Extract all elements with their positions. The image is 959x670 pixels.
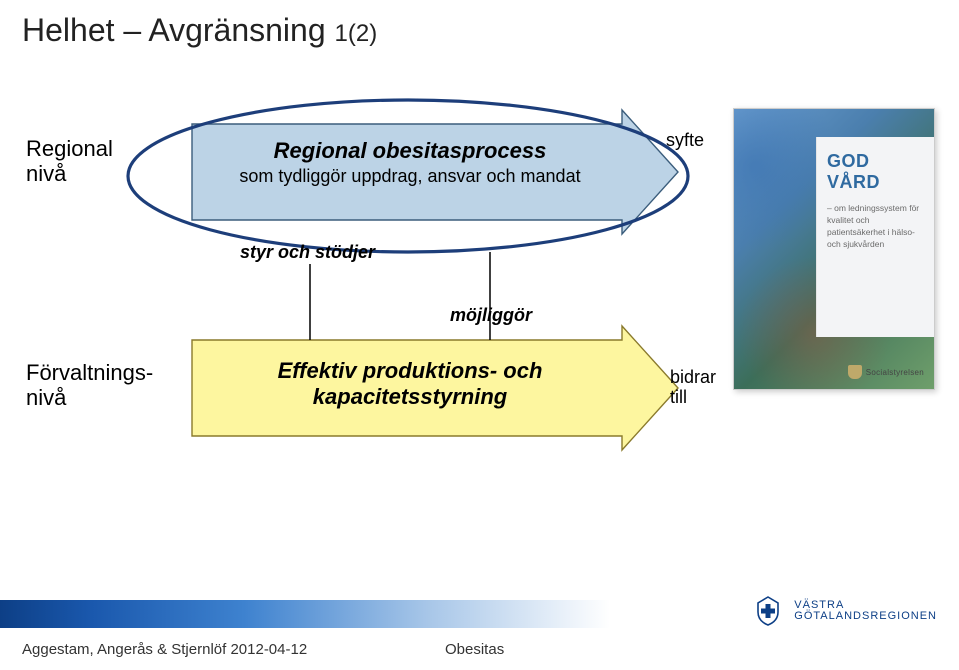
region-logo-icon [752,595,784,627]
regional-arrow-text: Regional obesitasprocess som tydliggör u… [200,138,620,187]
regional-arrow-line1: Regional obesitasprocess [274,138,547,163]
book-panel: GOD VÅRD – om ledningssystem för kvalite… [816,137,934,337]
styr-label: styr och stödjer [240,242,375,263]
syfte-label: syfte [666,130,704,151]
region-logo-text: VÄSTRAGÖTALANDSREGIONEN [794,600,937,622]
book-cover: GOD VÅRD – om ledningssystem för kvalite… [733,108,935,390]
book-subtitle: – om ledningssystem för kvalitet och pat… [827,203,924,251]
agency-text: Socialstyrelsen [866,368,924,377]
agency-crest-icon [848,365,862,379]
region-logo: VÄSTRAGÖTALANDSREGIONEN [752,595,937,627]
prod-arrow-line2: kapacitetsstyrning [313,384,507,409]
mojliggor-label: möjliggör [450,305,532,326]
prod-arrow-line1: Effektiv produktions- och [278,358,543,383]
book-title: GOD VÅRD [827,151,924,193]
footer-center: Obesitas [445,641,504,658]
bidrar-line1: bidrar [670,367,716,387]
bottom-banner: VÄSTRAGÖTALANDSREGIONEN [0,600,959,628]
regional-arrow-line2: som tydliggör uppdrag, ansvar och mandat [200,166,620,187]
bidrar-line2: till [670,387,687,407]
bidrar-label: bidrar till [670,368,716,408]
banner-gradient [0,600,610,628]
prod-arrow-text: Effektiv produktions- och kapacitetsstyr… [210,358,610,410]
book-agency: Socialstyrelsen [816,365,924,379]
footer-left: Aggestam, Angerås & Stjernlöf 2012-04-12 [22,641,307,658]
